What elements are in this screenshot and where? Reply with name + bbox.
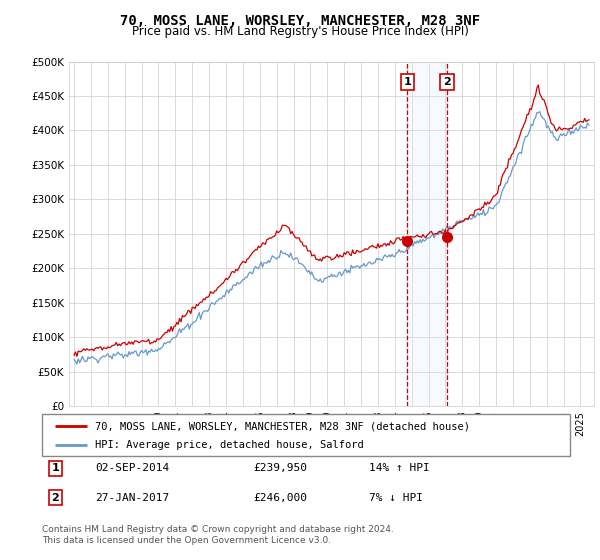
Text: 2: 2	[52, 493, 59, 503]
Text: 14% ↑ HPI: 14% ↑ HPI	[370, 463, 430, 473]
Bar	[407, 62, 447, 406]
Text: 27-JAN-2017: 27-JAN-2017	[95, 493, 169, 503]
FancyBboxPatch shape	[42, 414, 570, 456]
Text: 1: 1	[52, 463, 59, 473]
Text: 02-SEP-2014: 02-SEP-2014	[95, 463, 169, 473]
Text: Contains HM Land Registry data © Crown copyright and database right 2024.
This d: Contains HM Land Registry data © Crown c…	[42, 525, 394, 545]
Text: £239,950: £239,950	[253, 463, 307, 473]
Text: Price paid vs. HM Land Registry's House Price Index (HPI): Price paid vs. HM Land Registry's House …	[131, 25, 469, 38]
Text: 2: 2	[443, 77, 451, 87]
Text: 1: 1	[404, 77, 412, 87]
Text: 7% ↓ HPI: 7% ↓ HPI	[370, 493, 424, 503]
Text: HPI: Average price, detached house, Salford: HPI: Average price, detached house, Salf…	[95, 441, 364, 450]
Text: £246,000: £246,000	[253, 493, 307, 503]
Text: 70, MOSS LANE, WORSLEY, MANCHESTER, M28 3NF (detached house): 70, MOSS LANE, WORSLEY, MANCHESTER, M28 …	[95, 421, 470, 431]
Text: 70, MOSS LANE, WORSLEY, MANCHESTER, M28 3NF: 70, MOSS LANE, WORSLEY, MANCHESTER, M28 …	[120, 14, 480, 28]
